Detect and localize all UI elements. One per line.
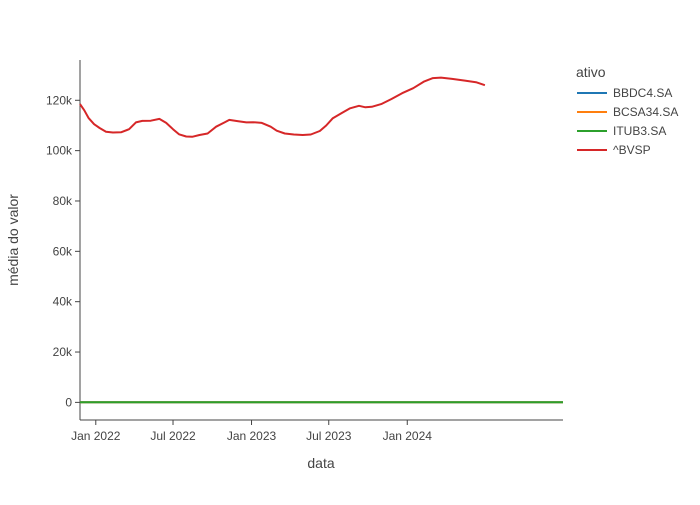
y-tick-label: 100k <box>46 144 73 158</box>
y-tick-label: 20k <box>53 345 73 359</box>
y-tick-label: 0 <box>65 395 72 409</box>
series-layer <box>79 76 563 404</box>
y-tick-label: 40k <box>53 295 73 309</box>
legend-label: ITUB3.SA <box>613 124 666 138</box>
legend-label: BBDC4.SA <box>613 86 672 100</box>
legend-title: ativo <box>576 64 606 80</box>
legend-item[interactable]: ITUB3.SA <box>577 124 666 138</box>
x-tick-label: Jul 2023 <box>306 429 352 443</box>
y-tick-label: 120k <box>46 93 73 107</box>
legend-label: ^BVSP <box>613 143 651 157</box>
legend-item[interactable]: ^BVSP <box>577 143 651 157</box>
x-axis-title: data <box>307 455 334 471</box>
x-tick-label: Jan 2023 <box>227 429 277 443</box>
y-tick-label: 60k <box>53 244 73 258</box>
series-line--bvsp <box>79 76 486 138</box>
legend: ativo BBDC4.SA BCSA34.SA ITUB3.SA ^BVSP <box>576 64 678 157</box>
x-tick-label: Jul 2022 <box>150 429 196 443</box>
x-tick-label: Jan 2022 <box>71 429 121 443</box>
y-axis-title: média do valor <box>5 194 21 286</box>
y-tick-label: 80k <box>53 194 73 208</box>
legend-label: BCSA34.SA <box>613 105 678 119</box>
x-tick-label: Jan 2024 <box>383 429 433 443</box>
axes-layer: 0 20k 40k 60k 80k 100k 120k Jan 2022 Jul 2022 Jan… <box>46 60 563 443</box>
legend-item[interactable]: BBDC4.SA <box>577 86 672 100</box>
legend-item[interactable]: BCSA34.SA <box>577 105 678 119</box>
